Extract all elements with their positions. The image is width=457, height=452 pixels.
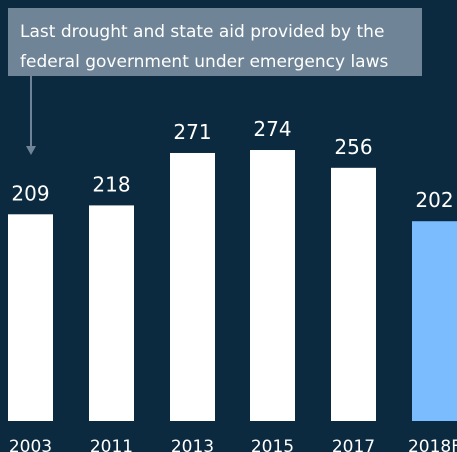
bar-2015 xyxy=(250,150,295,421)
bar-2017 xyxy=(331,167,376,421)
category-label-2017: 2017 xyxy=(332,437,375,452)
value-label-2013: 271 xyxy=(173,120,211,144)
category-label-2013: 2013 xyxy=(171,437,214,452)
bar-2003 xyxy=(8,214,53,421)
category-label-2018f: 2018F xyxy=(408,437,457,452)
category-label-2003: 2003 xyxy=(9,437,52,452)
bar-2013 xyxy=(170,152,215,421)
value-label-2017: 256 xyxy=(334,135,372,159)
value-label-2018f: 202 xyxy=(415,188,453,212)
category-label-2011: 2011 xyxy=(90,437,133,452)
value-label-2003: 209 xyxy=(11,181,49,205)
value-label-2011: 218 xyxy=(92,172,130,196)
annotation-line-1: Last drought and state aid provided by t… xyxy=(20,22,385,42)
bar-2011 xyxy=(89,205,134,421)
annotation-box: Last drought and state aid provided by t… xyxy=(8,8,422,76)
category-label-2015: 2015 xyxy=(251,437,294,452)
value-label-2015: 274 xyxy=(253,117,291,141)
bar-2018f xyxy=(412,221,457,421)
annotation-line-2: federal government under emergency laws xyxy=(20,52,389,72)
annotation-arrowhead-icon xyxy=(26,146,36,155)
